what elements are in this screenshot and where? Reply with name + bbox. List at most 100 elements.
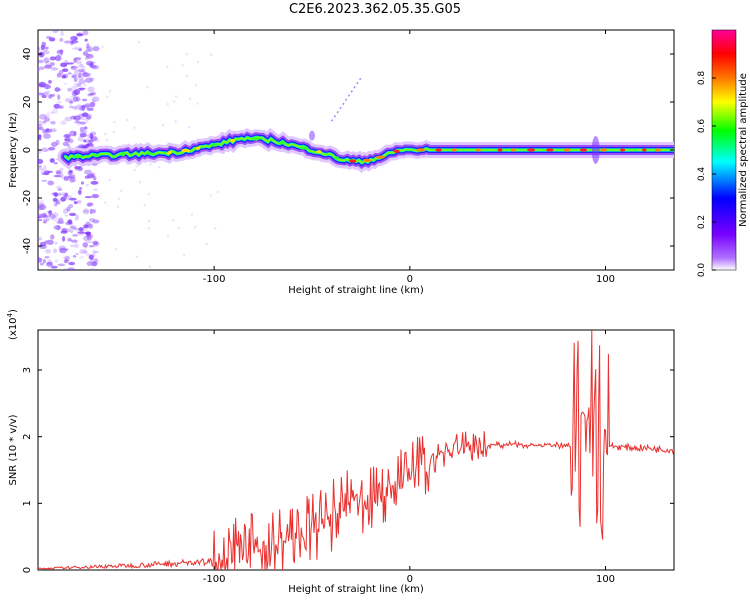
ridge-hotspot <box>316 150 322 154</box>
speckle-mark <box>91 61 97 64</box>
speckle-mark <box>64 133 71 138</box>
speckle-mark <box>50 120 56 125</box>
speckle-mark <box>91 96 100 102</box>
speckle-mark <box>79 121 86 125</box>
speckle-mark <box>94 250 99 253</box>
speckle-mark <box>86 48 95 52</box>
speckle-mark <box>74 165 82 169</box>
speckle-mark <box>38 164 42 169</box>
speckle-mark <box>185 52 188 56</box>
speckle-mark <box>181 64 184 67</box>
y-tick-label: 0 <box>22 147 33 153</box>
ridge-hotspot <box>435 148 442 152</box>
speckle-mark <box>101 45 104 48</box>
speckle-mark <box>77 136 84 142</box>
ridge-hotspot <box>348 159 357 163</box>
speckle-mark <box>59 247 67 254</box>
speckle-mark <box>74 69 79 74</box>
speckle-mark <box>73 83 79 87</box>
speckle-mark <box>78 63 84 68</box>
speckle-mark <box>108 178 111 182</box>
speckle-mark <box>135 165 138 168</box>
speckle-mark <box>86 107 94 111</box>
speckle-mark <box>166 234 170 237</box>
y-tick-label: 0 <box>22 567 33 573</box>
speckle-mark <box>64 214 68 217</box>
speckle-mark <box>54 55 62 62</box>
speckle-mark <box>77 75 84 81</box>
speckle-mark <box>69 101 74 104</box>
speckle-mark <box>68 168 72 174</box>
ridge-hotspot <box>299 146 309 150</box>
ridge-hotspot <box>620 148 626 152</box>
speckle-mark <box>73 115 81 121</box>
speckle-mark <box>82 70 88 76</box>
y-tick-label: 3 <box>22 367 33 373</box>
ridge-hotspot <box>362 158 372 163</box>
speckle-mark <box>43 164 47 171</box>
speckle-mark <box>44 90 51 95</box>
speckle-mark <box>66 206 71 212</box>
speckle-mark <box>84 244 88 250</box>
x-tick-label: 100 <box>596 574 615 585</box>
speckle-mark <box>86 173 94 179</box>
speckle-mark <box>58 104 64 109</box>
disturbance-mark <box>308 130 315 141</box>
speckle-mark <box>68 197 77 201</box>
speckle-mark <box>48 80 52 84</box>
speckle-mark <box>69 229 74 233</box>
speckle-mark <box>47 94 52 99</box>
speckle-mark <box>64 116 73 122</box>
ridge-hotspot <box>230 139 236 143</box>
speckle-mark <box>56 224 61 231</box>
ridge-hotspot <box>510 148 516 152</box>
speckle-mark <box>53 248 58 254</box>
colorbar-tick-label: 0.8 <box>697 71 707 86</box>
speckle-mark <box>57 216 64 222</box>
y-tick-label: 20 <box>22 96 33 109</box>
speckle-mark <box>85 45 93 51</box>
speckle-mark <box>44 117 50 122</box>
speckle-mark <box>60 120 67 125</box>
speckle-mark <box>82 112 89 117</box>
speckle-mark <box>143 203 146 207</box>
speckle-mark <box>117 197 121 200</box>
speckle-mark <box>41 92 49 98</box>
speckle-mark <box>75 104 83 111</box>
speckle-mark <box>63 193 67 198</box>
ridge-hotspot <box>642 148 647 152</box>
speckle-mark <box>209 194 212 197</box>
y-tick-label: -20 <box>22 190 33 206</box>
speckle-mark <box>43 50 50 55</box>
speckle-mark <box>196 60 200 64</box>
speckle-mark <box>114 248 117 251</box>
speckle-mark <box>52 197 58 203</box>
speckle-mark <box>92 249 96 256</box>
speckle-mark <box>42 212 47 217</box>
speckle-mark <box>188 97 192 100</box>
speckle-mark <box>69 176 76 183</box>
speckle-mark <box>43 219 48 224</box>
speckle-mark <box>57 94 61 101</box>
speckle-mark <box>185 75 189 78</box>
speckle-mark <box>126 118 129 122</box>
speckle-mark <box>87 93 94 96</box>
speckle-mark <box>67 267 75 270</box>
speckle-mark <box>72 255 77 258</box>
snr-axes: -100 0 100 0 1 2 3 <box>22 330 674 585</box>
speckle-mark <box>85 253 91 257</box>
colorbar-tick-label: 0.4 <box>697 167 707 182</box>
speckle-mark <box>47 170 54 173</box>
speckle-mark <box>68 173 76 179</box>
speckle-mark <box>84 56 90 61</box>
speckle-mark <box>38 134 42 138</box>
speckle-mark <box>69 212 77 217</box>
speckle-mark <box>72 96 78 102</box>
speckle-mark <box>38 150 42 154</box>
speckle-mark <box>47 180 54 186</box>
speckle-mark <box>92 188 99 191</box>
speckle-mark <box>69 105 74 109</box>
speckle-mark <box>38 120 44 127</box>
speckle-mark <box>196 102 199 105</box>
